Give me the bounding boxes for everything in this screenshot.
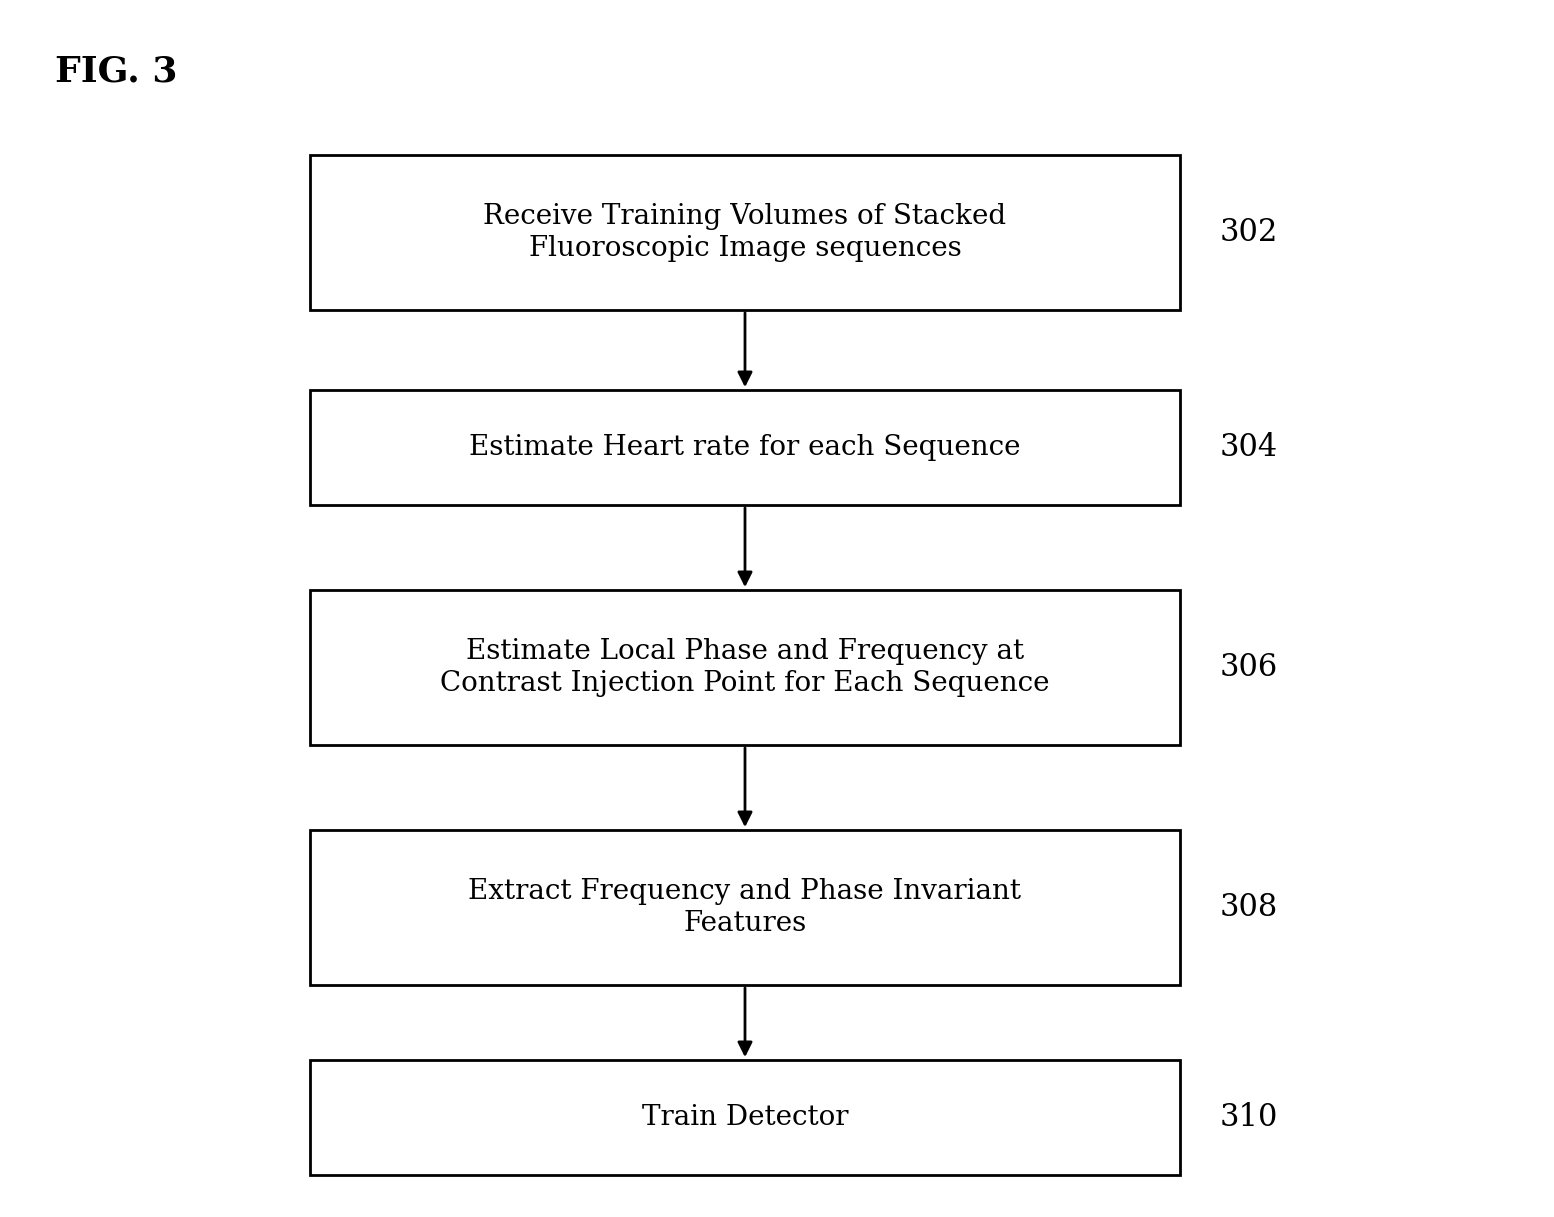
Text: 308: 308 — [1220, 892, 1279, 922]
Bar — [309, 1060, 1179, 1174]
Text: FIG. 3: FIG. 3 — [54, 55, 177, 89]
Text: Train Detector: Train Detector — [642, 1104, 848, 1131]
Text: 304: 304 — [1220, 432, 1277, 462]
Bar — [309, 155, 1179, 310]
Text: 310: 310 — [1220, 1103, 1279, 1133]
Bar — [309, 389, 1179, 505]
Bar — [309, 590, 1179, 745]
Text: Estimate Heart rate for each Sequence: Estimate Heart rate for each Sequence — [469, 434, 1021, 461]
Bar — [309, 830, 1179, 985]
Text: Receive Training Volumes of Stacked
Fluoroscopic Image sequences: Receive Training Volumes of Stacked Fluo… — [483, 203, 1007, 262]
Text: 306: 306 — [1220, 652, 1279, 683]
Text: Extract Frequency and Phase Invariant
Features: Extract Frequency and Phase Invariant Fe… — [468, 879, 1021, 937]
Text: 302: 302 — [1220, 217, 1279, 248]
Text: Estimate Local Phase and Frequency at
Contrast Injection Point for Each Sequence: Estimate Local Phase and Frequency at Co… — [440, 639, 1051, 696]
